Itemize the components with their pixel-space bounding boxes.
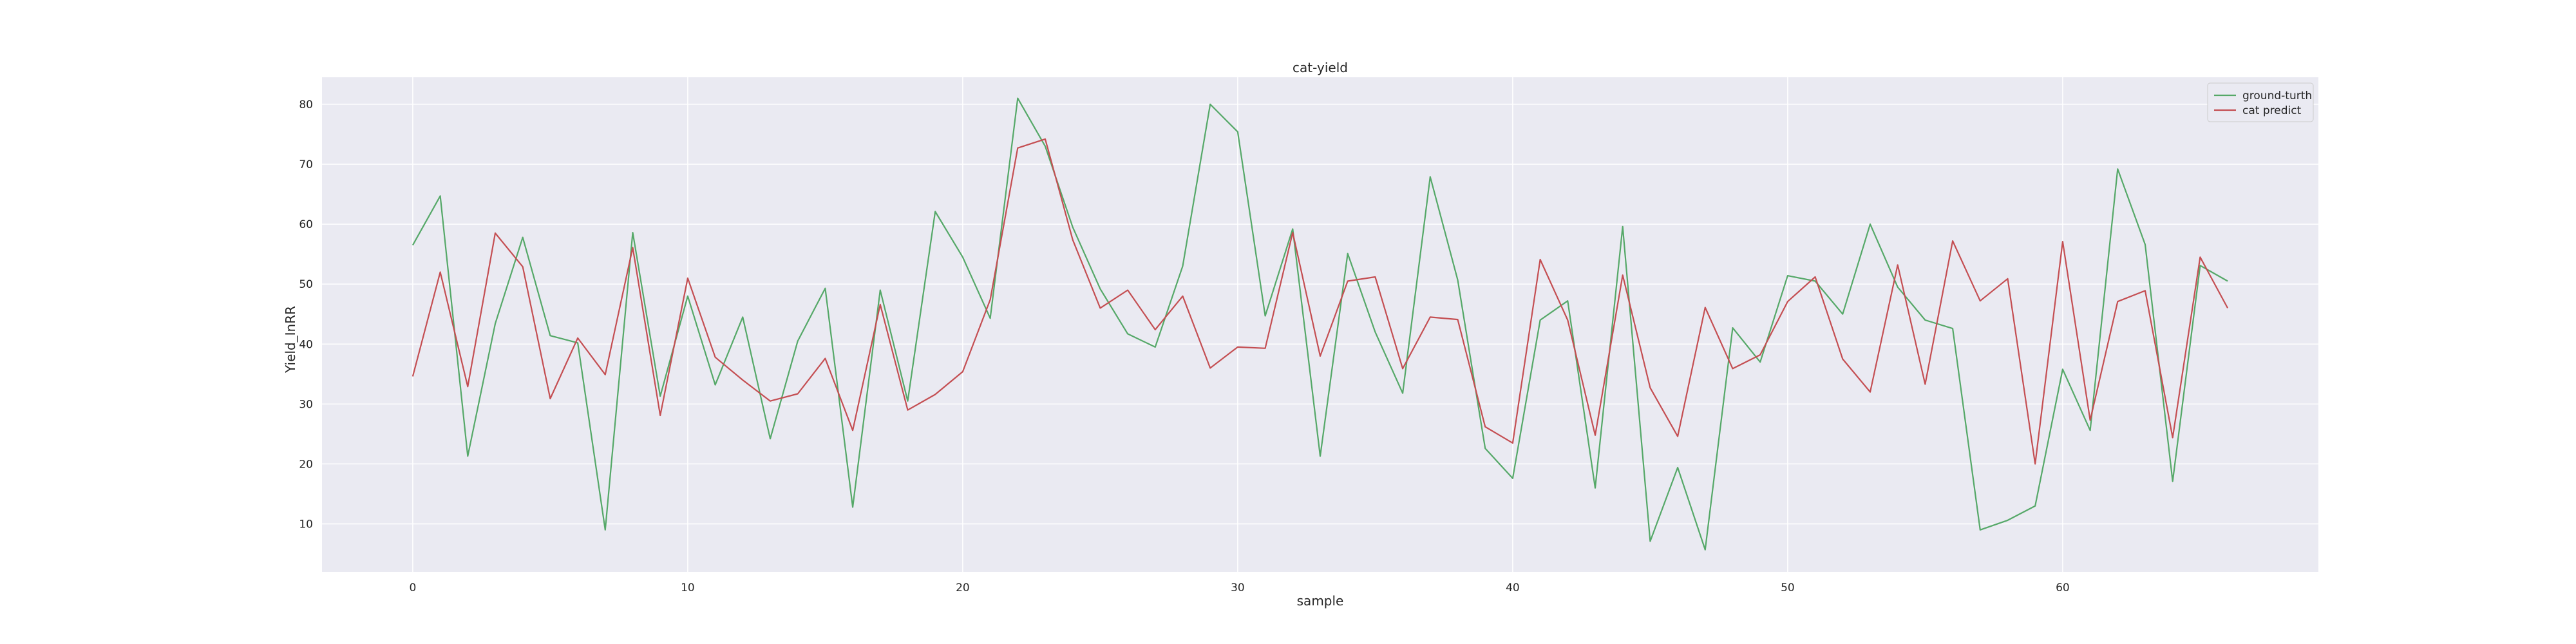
legend-entry: cat predict [2242,104,2302,117]
legend-entry: ground-turth [2242,90,2312,102]
x-tick-label: 20 [956,582,970,594]
y-tick-label: 50 [299,278,313,291]
x-tick-label: 0 [409,582,416,594]
y-tick-label: 10 [299,518,313,531]
x-tick-label: 50 [1781,582,1795,594]
x-tick-label: 30 [1231,582,1245,594]
x-tick-label: 10 [681,582,695,594]
y-tick-label: 30 [299,398,313,411]
y-tick-label: 70 [299,158,313,171]
y-tick-label: 20 [299,458,313,471]
y-tick-label: 80 [299,99,313,111]
y-tick-label: 40 [299,338,313,351]
plot-background [322,77,2318,572]
x-axis-label: sample [1297,593,1344,609]
legend-box [2207,82,2314,122]
y-axis-label: Yield_InRR [283,306,298,374]
x-tick-label: 40 [1506,582,1520,594]
x-tick-label: 60 [2056,582,2070,594]
chart-title: cat-yield [1293,60,1348,75]
series-line-1 [412,97,2228,551]
y-tick-label: 60 [299,218,313,231]
series-line-2 [412,138,2229,465]
legend: ground-turth cat predict [2207,82,2314,122]
plot-area: 0 10 20 30 40 50 60 10 20 30 40 50 60 70 80 [299,77,2318,594]
